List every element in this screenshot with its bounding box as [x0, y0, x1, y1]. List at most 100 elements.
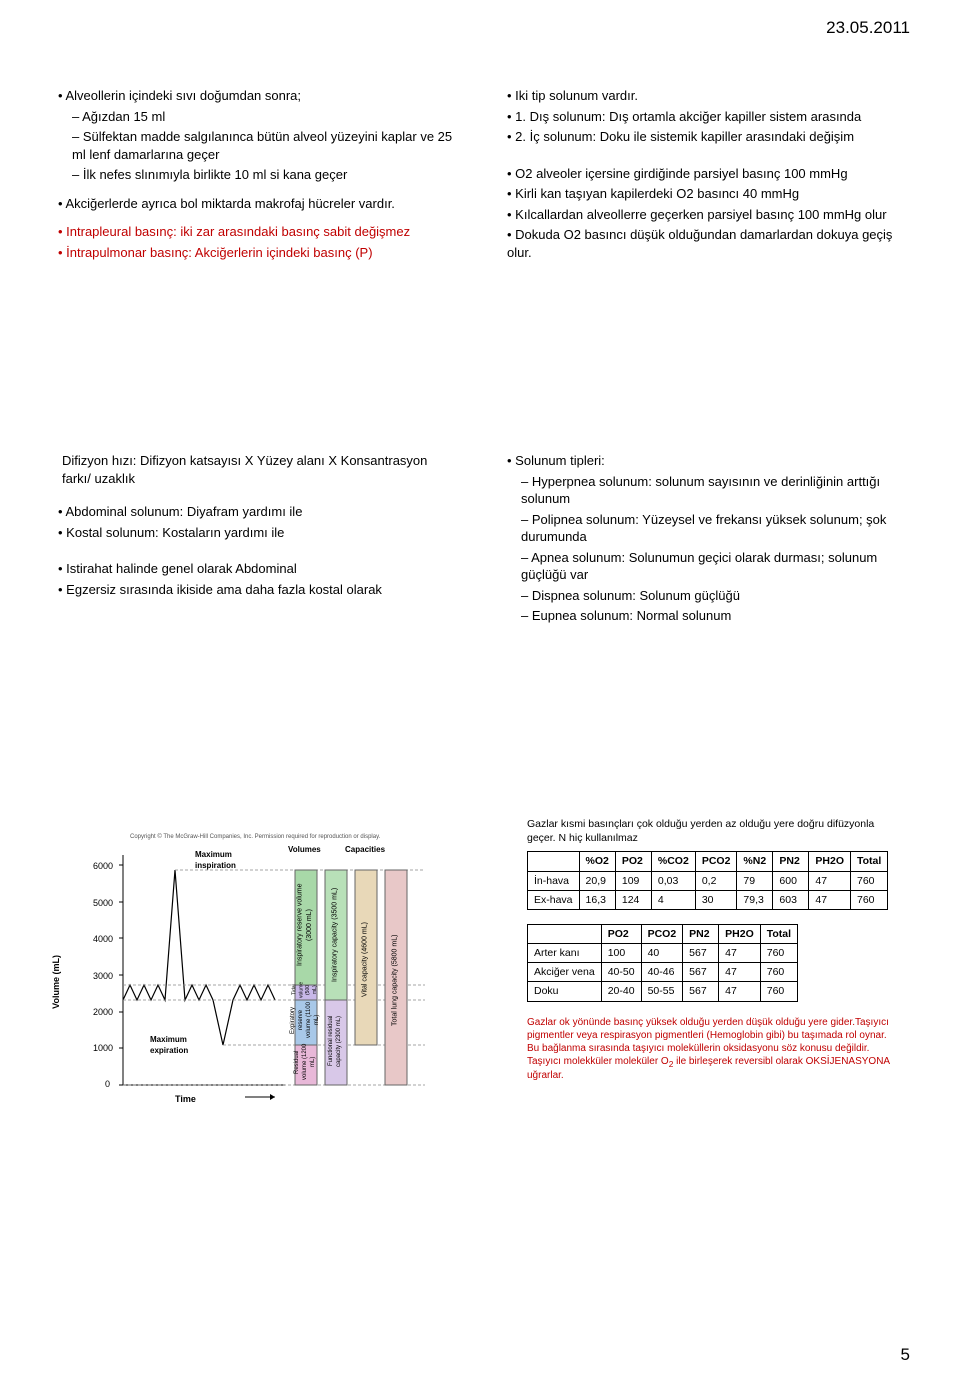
table-row: Arter kanı1004056747760 [528, 944, 798, 963]
slides-grid: Alveollerin içindeki sıvı doğumdan sonra… [50, 75, 910, 1145]
table-header-cell: Total [851, 852, 888, 871]
table-cell: 40 [641, 944, 683, 963]
table-cell: 0,2 [695, 871, 737, 890]
table-row: Ex-hava16,312443079,360347760 [528, 890, 888, 909]
table-header-cell: %O2 [579, 852, 615, 871]
max-insp: Maximum inspiration [195, 850, 255, 872]
table-header-cell: PO2 [615, 852, 651, 871]
table-row: Akciğer vena40-5040-4656747760 [528, 963, 798, 982]
s1-b4: İntrapulmonar basınç: Akciğerlerin içind… [58, 244, 453, 262]
table-cell: 20,9 [579, 871, 615, 890]
table-cell: 100 [601, 944, 641, 963]
table-header-cell: %CO2 [651, 852, 695, 871]
s3-b1: Abdominal solunum: Diyafram yardımı ile [58, 503, 453, 521]
table-cell: 47 [719, 963, 761, 982]
slide-5: Copyright © The McGraw-Hill Companies, I… [50, 805, 461, 1145]
ylabel: Volume (mL) [50, 955, 62, 1009]
gas-table-1: %O2PO2%CO2PCO2%N2PN2PH2OTotal İn-hava20,… [527, 851, 888, 910]
table-cell: 79,3 [737, 890, 773, 909]
rv-label: Residual volume (1200 mL) [296, 1043, 314, 1081]
s2-b1: Iki tip solunum vardır. [507, 87, 902, 105]
table-cell: 47 [719, 944, 761, 963]
erv-label: Expiratory reserve volume (1100 mL) [296, 1000, 314, 1040]
tlc-label: Total lung capacity (5800 mL) [386, 885, 404, 1075]
table-cell: Arter kanı [528, 944, 602, 963]
table-cell: 40-50 [601, 963, 641, 982]
volhdr: Volumes [288, 845, 321, 856]
frc-label: Functional residual capacity (2300 mL) [326, 1005, 344, 1077]
table-cell: İn-hava [528, 871, 580, 890]
s2-b3: 2. İç solunum: Doku ile sistemik kapille… [507, 128, 902, 146]
lung-volume-chart [85, 835, 430, 1115]
slide-2: Iki tip solunum vardır. 1. Dış solunum: … [499, 75, 910, 380]
table-cell: Doku [528, 982, 602, 1001]
table-header-cell: PN2 [683, 924, 719, 943]
s4-b1: Solunum tipleri: [507, 452, 902, 470]
table-cell: 760 [760, 963, 797, 982]
caphdr: Capacities [345, 845, 385, 856]
s4-d1: Hyperpnea solunum: solunum sayısının ve … [507, 473, 902, 508]
yt4: 2000 [93, 1006, 113, 1018]
table-cell: 603 [773, 890, 809, 909]
table-cell: Akciğer vena [528, 963, 602, 982]
table-cell: 0,03 [651, 871, 695, 890]
table-cell: 30 [695, 890, 737, 909]
table-cell: 47 [809, 890, 851, 909]
table-cell: 567 [683, 963, 719, 982]
table-cell: 79 [737, 871, 773, 890]
s2-b4: O2 alveoler içersine girdiğinde parsiyel… [507, 165, 902, 183]
s2-b6: Kılcallardan alveollerre geçerken parsiy… [507, 206, 902, 224]
table-header-cell: Total [760, 924, 797, 943]
s1-b3: Intrapleural basınç: iki zar arasındaki … [58, 223, 453, 241]
yt3: 3000 [93, 970, 113, 982]
table-cell: 760 [760, 944, 797, 963]
table-header-cell: PH2O [719, 924, 761, 943]
table-header-cell: PO2 [601, 924, 641, 943]
s6-r1: Gazlar ok yönünde basınç yüksek olduğu y… [527, 1016, 902, 1042]
s6-r3: Taşıyıcı molekküler moleküler O2 ile bir… [527, 1055, 902, 1083]
s6-note: Gazlar kısmi basınçları çok olduğu yerde… [527, 817, 902, 845]
table-cell: 40-46 [641, 963, 683, 982]
table-cell: 760 [851, 890, 888, 909]
table-cell: 16,3 [579, 890, 615, 909]
yt2: 4000 [93, 933, 113, 945]
s3-b4: Egzersiz sırasında ikiside ama daha fazl… [58, 581, 453, 599]
table-cell: 109 [615, 871, 651, 890]
table-header-cell: PN2 [773, 852, 809, 871]
s1-b2: Akciğerlerde ayrıca bol miktarda makrofa… [58, 195, 453, 213]
slide-1: Alveollerin içindeki sıvı doğumdan sonra… [50, 75, 461, 380]
table-cell: 760 [760, 982, 797, 1001]
s3-b2: Kostal solunum: Kostaların yardımı ile [58, 524, 453, 542]
tv-label: Tidal volume (500 mL) [296, 982, 314, 997]
s2-b7: Dokuda O2 basıncı düşük olduğundan damar… [507, 226, 902, 261]
table-cell: Ex-hava [528, 890, 580, 909]
s1-d3: İlk nefes slınımıyla birlikte 10 ml si k… [58, 166, 453, 184]
yt0: 6000 [93, 860, 113, 872]
table-cell: 47 [719, 982, 761, 1001]
table-header-cell [528, 852, 580, 871]
table-cell: 760 [851, 871, 888, 890]
table-header-cell [528, 924, 602, 943]
date-header: 23.05.2011 [826, 18, 910, 38]
s1-b1: Alveollerin içindeki sıvı doğumdan sonra… [58, 87, 453, 105]
table-cell: 567 [683, 982, 719, 1001]
table-row: İn-hava20,91090,030,27960047760 [528, 871, 888, 890]
table-header-cell: PH2O [809, 852, 851, 871]
yt1: 5000 [93, 897, 113, 909]
table-cell: 20-40 [601, 982, 641, 1001]
s3-b3: Istirahat halinde genel olarak Abdominal [58, 560, 453, 578]
irv-label: Inspiratory reserve volume (3000 mL) [296, 875, 314, 975]
s4-d3: Apnea solunum: Solunumun geçici olarak d… [507, 549, 902, 584]
s1-d2: Sülfektan madde salgılanınca bütün alveo… [58, 128, 453, 163]
table-cell: 50-55 [641, 982, 683, 1001]
max-exp: Maximum expiration [150, 1035, 210, 1057]
yt5: 1000 [93, 1042, 113, 1054]
yt6: 0 [105, 1078, 110, 1090]
s4-d2: Polipnea solunum: Yüzeysel ve frekansı y… [507, 511, 902, 546]
table-header-cell: PCO2 [641, 924, 683, 943]
s4-d4: Dispnea solunum: Solunum güçlüğü [507, 587, 902, 605]
table-row: Doku20-4050-5556747760 [528, 982, 798, 1001]
ic-label: Inspiratory capacity (3500 mL) [326, 880, 344, 990]
table-header-cell: %N2 [737, 852, 773, 871]
s2-b5: Kirli kan taşıyan kapilerdeki O2 basıncı… [507, 185, 902, 203]
